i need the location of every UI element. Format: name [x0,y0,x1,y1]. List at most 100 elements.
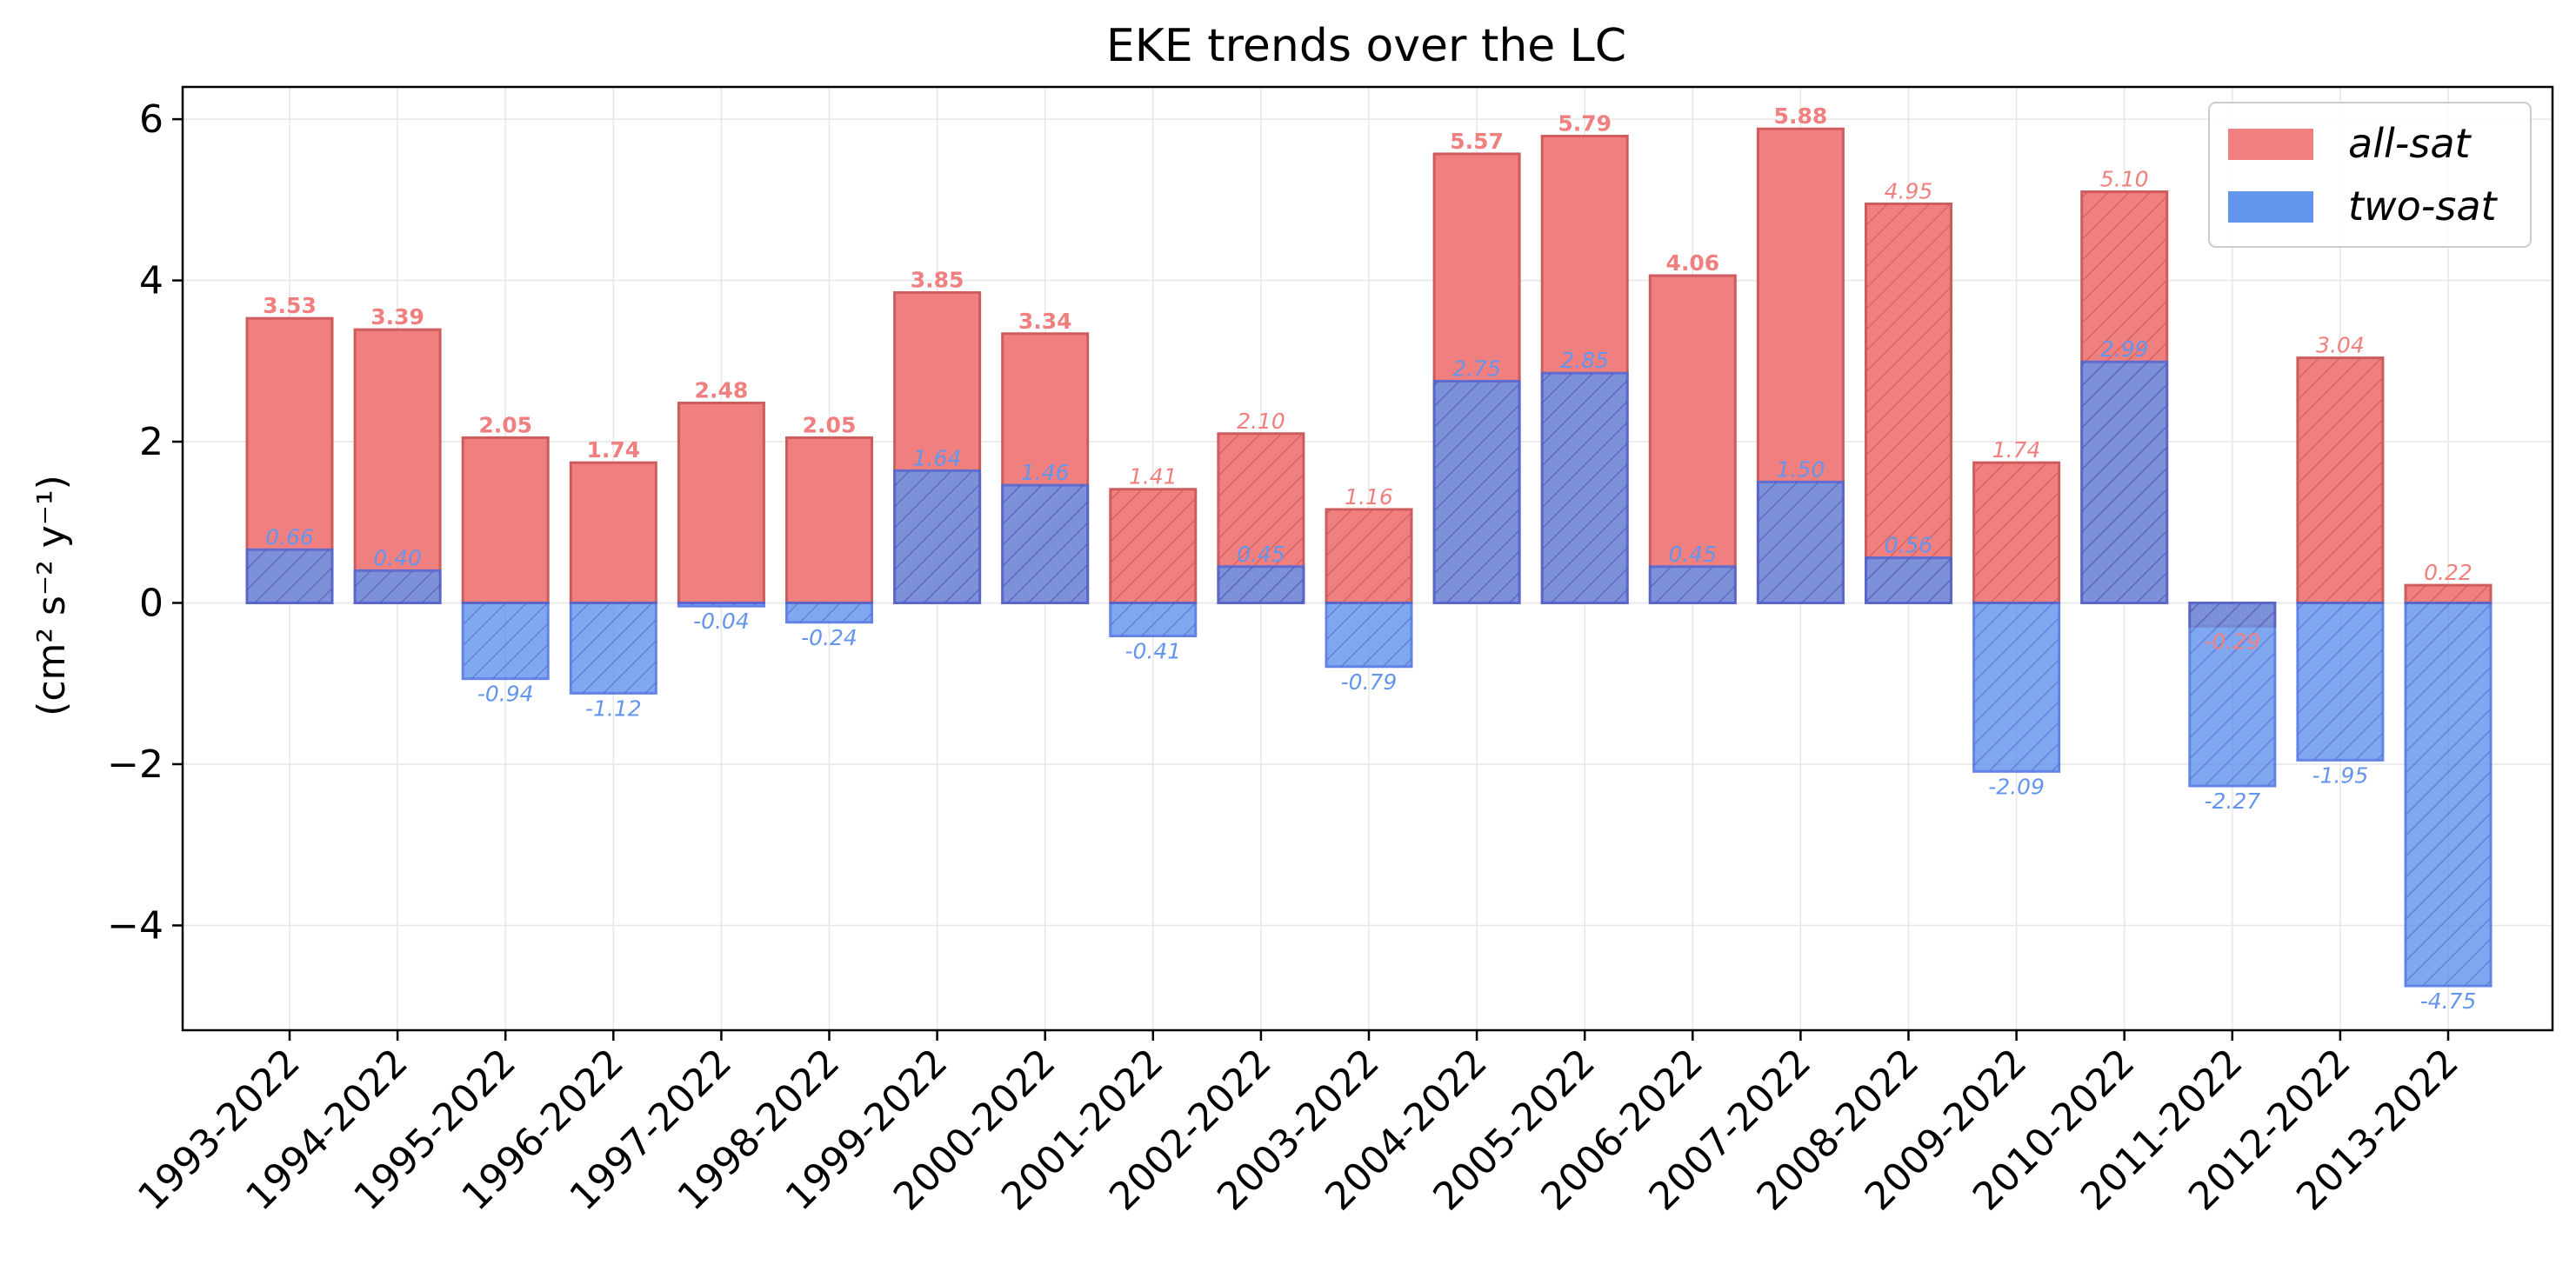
data-label-all-sat: 2.05 [478,412,532,437]
bar-group-two-sat [2188,602,2277,788]
data-label-two-sat: -0.04 [693,609,750,634]
bar-hatch-two-sat [1326,602,1411,667]
bar-hatch-two-sat [2297,602,2383,761]
bar-group-two-sat [2404,602,2493,988]
data-label-all-sat: 1.41 [1129,464,1178,489]
bar-group-two-sat [1217,565,1305,605]
series-two-sat [245,360,2493,988]
legend-swatch-all-sat [2228,129,2313,160]
bar-group-two-sat [677,602,765,608]
data-label-all-sat: 5.10 [2100,167,2149,192]
bar-hatch-two-sat [1973,602,2059,772]
data-label-all-sat: 5.57 [1450,129,1504,154]
bar-hatch-all-sat [2297,357,2383,603]
data-label-two-sat: 2.99 [2100,336,2149,362]
bar-group-two-sat [353,569,442,605]
bar-all-sat [785,436,873,605]
bar-all-sat [461,436,550,605]
data-label-two-sat: -2.27 [2204,789,2260,814]
legend-swatch-two-sat [2228,191,2313,223]
bar-hatch-two-sat [1002,485,1088,603]
bar-all-sat [569,461,657,605]
data-label-all-sat: 1.74 [1992,437,2041,463]
bar-hatch-two-sat [1865,557,1952,603]
y-tick-label: 2 [139,420,164,464]
data-label-two-sat: 0.45 [1237,542,1285,567]
data-label-all-sat: 3.39 [370,304,424,329]
bar-hatch-two-sat [355,570,441,603]
data-label-all-sat: 2.48 [695,378,749,403]
legend-label-two-sat: two-sat [2348,183,2499,230]
y-axis-label: (cm² s⁻² y⁻¹) [30,475,74,716]
chart-title: EKE trends over the LC [1106,20,1626,72]
bar-hatch-two-sat [2406,602,2491,986]
data-label-two-sat: -2.09 [1988,774,2045,799]
bar-hatch-two-sat [1218,566,1304,603]
data-label-all-sat: 2.05 [803,412,857,437]
bar-hatch-two-sat [894,470,980,603]
data-label-two-sat: 1.64 [913,445,962,470]
bar-hatch-two-sat [2081,362,2167,603]
data-label-all-sat: 3.53 [263,293,317,318]
y-tick-label: 6 [139,97,164,142]
bar-group-two-sat [1648,565,1737,605]
bar-group-two-sat [1325,602,1413,669]
bar-hatch-two-sat [2189,602,2275,787]
data-label-two-sat: 0.56 [1885,533,1933,558]
data-label-two-sat: -1.12 [585,696,642,721]
bar-group-two-sat [1865,556,1952,605]
data-label-two-sat: -0.24 [801,625,858,650]
bar-group-two-sat [569,602,657,695]
bar-group-two-sat [893,469,982,605]
bar-group-two-sat [785,602,873,624]
bar-group-two-sat [1432,379,1521,605]
data-label-all-sat: 5.79 [1558,111,1612,136]
data-label-two-sat: -0.79 [1341,669,1398,695]
data-label-all-sat: 3.34 [1018,309,1072,334]
bar-hatch-two-sat [786,602,872,622]
y-tick-label: 4 [139,259,164,303]
bar-hatch-all-sat [2406,585,2491,603]
bar-group-two-sat [245,548,334,605]
bar-group-two-sat [1756,480,1845,605]
bar-hatch-all-sat [1973,463,2059,603]
bar-hatch-two-sat [1758,482,1844,603]
bar-group-two-sat [461,602,550,681]
plot-frame [181,85,2554,1032]
bar-hatch-all-sat [1110,489,1196,603]
data-labels: 3.53 0.66 3.39 0.40 2.05 -0.94 1.74 -1.12 2.48 -0… [263,103,2476,1014]
data-label-all-sat: 0.22 [2424,560,2473,585]
data-label-two-sat: 1.50 [1777,456,1825,482]
y-axis: −4 −2 0 2 4 6 [107,97,183,948]
data-label-two-sat: 0.40 [373,545,422,570]
data-label-two-sat: 2.75 [1452,356,1501,381]
bar-hatch-two-sat [1110,602,1196,636]
bar-hatch-two-sat [571,602,657,694]
bar-hatch-two-sat [1650,566,1736,603]
bar-hatch-all-sat [1326,509,1411,603]
bar-all-sat [353,328,442,605]
data-label-all-sat: 3.04 [2316,333,2365,358]
bar-hatch-two-sat [1542,373,1628,603]
bar-hatch-all-sat [1865,203,1952,603]
data-label-all-sat: 3.85 [911,267,964,292]
data-label-two-sat: -4.75 [2420,988,2477,1014]
legend-label-all-sat: all-sat [2348,120,2473,167]
data-label-all-sat: 4.06 [1665,250,1719,276]
bar-hatch-two-sat [678,602,764,607]
bar-group-two-sat [1972,602,2061,773]
y-tick-label: 0 [139,582,164,626]
data-label-all-sat: 2.10 [1237,409,1285,434]
data-label-all-sat: 1.74 [586,437,640,463]
bar-group-two-sat [1001,483,1090,605]
data-label-all-sat: 5.88 [1774,103,1828,129]
data-label-two-sat: 0.66 [265,524,314,549]
data-label-two-sat: -0.41 [1124,639,1181,664]
legend: all-sat two-sat [2208,102,2532,248]
data-label-all-sat: 1.16 [1345,484,1393,509]
data-label-two-sat: 0.45 [1668,542,1717,567]
bar-all-sat [1648,274,1737,605]
bar-hatch-two-sat [247,549,332,603]
bar-hatch-two-sat [1434,381,1520,603]
